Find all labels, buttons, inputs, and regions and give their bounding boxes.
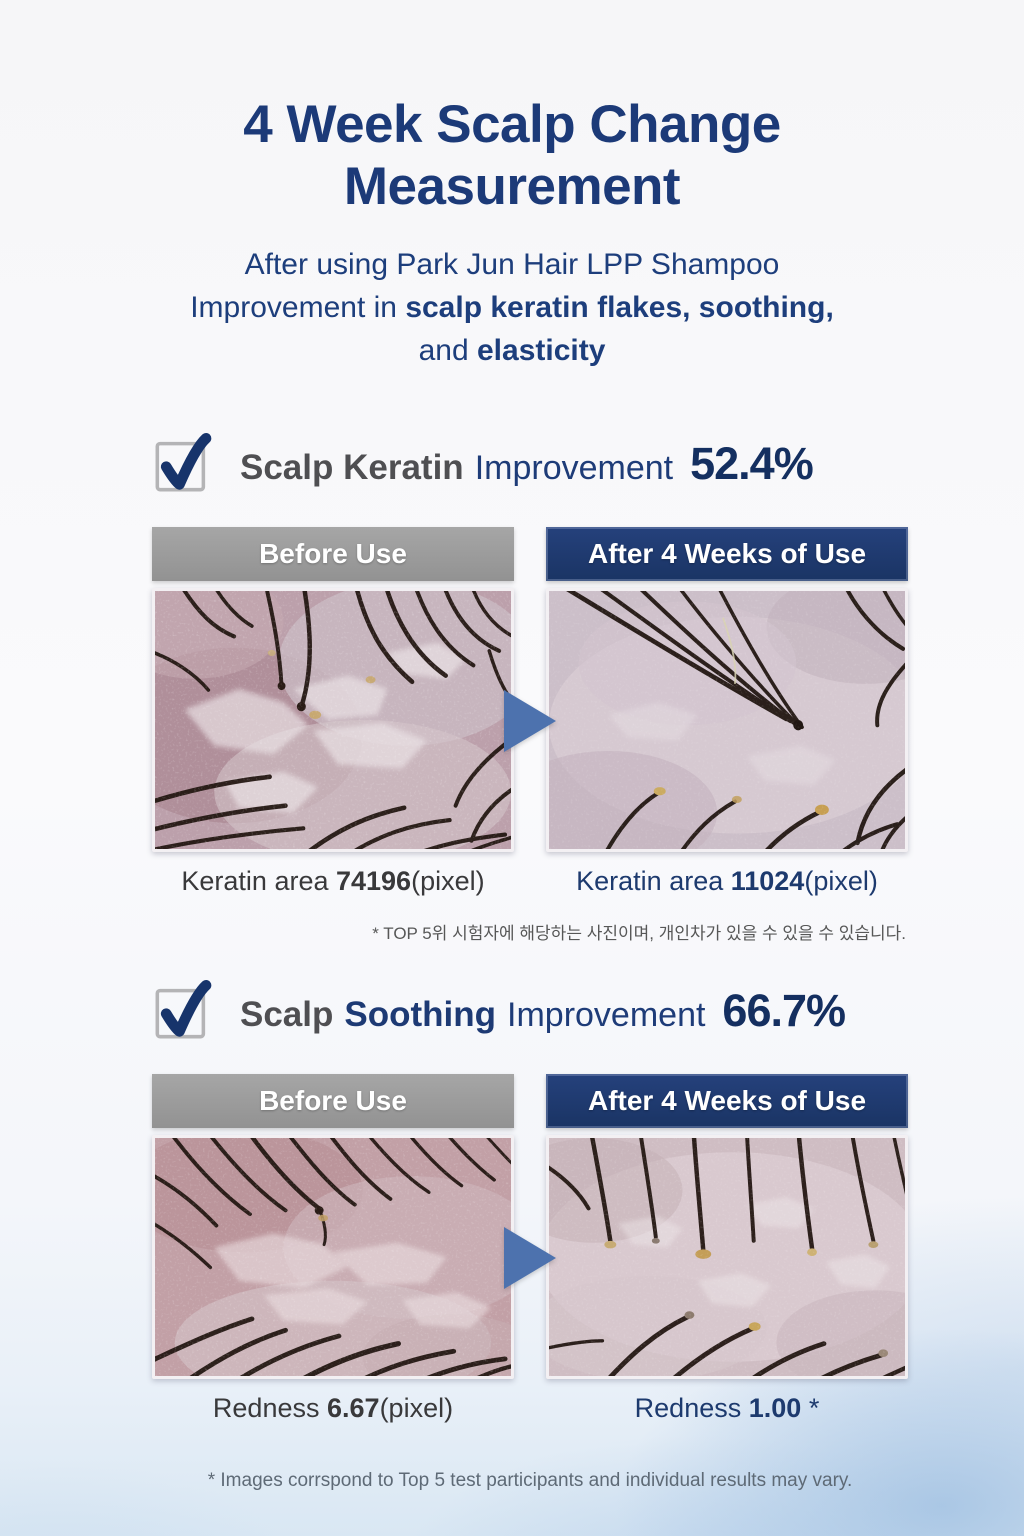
- keratin-after-photo: [546, 587, 908, 852]
- title-part-gray: Scalp: [240, 994, 334, 1034]
- check-icon: [152, 979, 214, 1042]
- section-soothing-header: Scalp Soothing Improvement 66.7%: [152, 979, 908, 1042]
- title-part-gray: Scalp Keratin: [240, 447, 464, 487]
- after-use-bar: After 4 Weeks of Use: [546, 1073, 908, 1128]
- keratin-after-caption: Keratin area 11024(pixel): [576, 865, 878, 896]
- page-title: 4 Week Scalp Change Measurement: [0, 0, 1024, 218]
- section-keratin-title: Scalp Keratin Improvement 52.4%: [240, 437, 814, 490]
- section-keratin-header: Scalp Keratin Improvement 52.4%: [152, 432, 908, 495]
- soothing-after-caption: Redness 1.00 *: [634, 1392, 820, 1423]
- keratin-before-photo: [152, 587, 514, 852]
- section-scalp-keratin: Scalp Keratin Improvement 52.4% Before U…: [152, 432, 908, 944]
- soothing-after-photo: [546, 1134, 908, 1379]
- section-soothing-title: Scalp Soothing Improvement 66.7%: [240, 984, 846, 1037]
- soothing-after-column: After 4 Weeks of Use: [546, 1073, 908, 1424]
- check-icon: [152, 432, 214, 495]
- improvement-value: 66.7%: [722, 984, 846, 1036]
- before-use-bar: Before Use: [152, 526, 514, 581]
- keratin-after-column: After 4 Weeks of Use: [546, 526, 908, 897]
- soothing-before-column: Before Use: [152, 1073, 514, 1424]
- soothing-before-photo: [152, 1134, 514, 1379]
- subtitle-line3-normal: and: [418, 333, 477, 367]
- arrow-right-icon: [504, 1226, 556, 1289]
- keratin-before-caption: Keratin area 74196(pixel): [181, 865, 485, 896]
- title-part-accent: Soothing: [344, 994, 497, 1034]
- title-part-blue: Improvement: [474, 448, 674, 487]
- section-scalp-soothing: Scalp Soothing Improvement 66.7% Before …: [152, 979, 908, 1424]
- before-use-bar: Before Use: [152, 1073, 514, 1128]
- page-subtitle: After using Park Jun Hair LPP Shampoo Im…: [0, 244, 1024, 373]
- improvement-value: 52.4%: [690, 437, 814, 489]
- footer-disclaimer-note: * Images corrspond to Top 5 test partici…: [207, 1469, 853, 1491]
- subtitle-line2-bold: scalp keratin flakes, soothing,: [405, 290, 834, 324]
- soothing-compare-grid: Before Use: [152, 1073, 908, 1424]
- subtitle-line3-bold: elasticity: [476, 333, 606, 367]
- keratin-disclaimer-note: * TOP 5위 시험자에 해당하는 사진이며, 개인차가 있을 수 있을 수 …: [372, 923, 906, 943]
- title-part-blue: Improvement: [507, 995, 706, 1034]
- subtitle-line1: After using Park Jun Hair LPP Shampoo: [244, 248, 780, 281]
- title-line1: 4 Week Scalp Change: [243, 95, 781, 154]
- arrow-right-icon: [504, 689, 556, 752]
- soothing-before-caption: Redness 6.67(pixel): [212, 1392, 454, 1423]
- after-use-bar: After 4 Weeks of Use: [546, 526, 908, 581]
- keratin-compare-grid: Before Use: [152, 526, 908, 897]
- subtitle-line2-normal: Improvement in: [190, 290, 406, 324]
- title-line2: Measurement: [343, 157, 681, 216]
- keratin-before-column: Before Use: [152, 526, 514, 897]
